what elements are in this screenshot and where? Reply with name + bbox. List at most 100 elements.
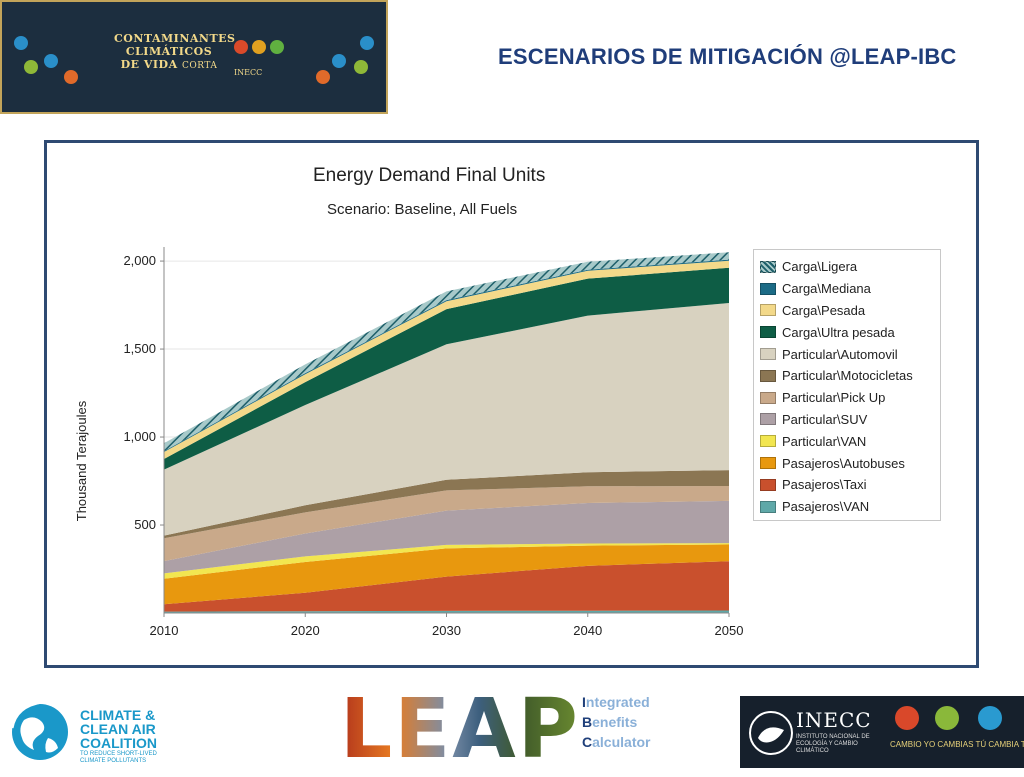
legend-item: Pasajeros\Taxi [760,474,940,496]
y-axis-label: Thousand Terajoules [74,400,89,522]
inecc-logo: INECC INSTITUTO NACIONAL DE ECOLOGÍA Y C… [740,696,1024,768]
legend-label: Particular\Motocicletas [782,368,913,384]
x-tick-label: 2020 [291,623,320,638]
legend-item: Carga\Ligera [760,256,940,278]
legend-item: Carga\Pesada [760,300,940,322]
legend-swatch [760,413,776,426]
y-tick-label: 1,000 [123,429,156,444]
area-series [164,302,729,536]
area-series [164,267,729,470]
legend-label: Pasajeros\VAN [782,499,870,515]
legend-swatch [760,282,776,295]
ccac-name-line: COALITION [80,735,157,751]
area-series [164,544,729,605]
legend-item: Particular\Pick Up [760,387,940,409]
banner-globe-icon [252,40,266,54]
legend-swatch [760,369,776,382]
banner-title-line: CLIMÁTICOS [125,45,213,58]
chart-title: Energy Demand Final Units [313,165,546,186]
banner-globe-icon [270,40,284,54]
globes-icon [895,706,1002,730]
ccac-logo: CLIMATE & CLEAN AIR COALITION TO REDUCE … [0,692,180,768]
legend-swatch [760,260,776,273]
x-tick-label: 2010 [150,623,179,638]
slide-title: ESCENARIOS DE MITIGACIÓN @LEAP-IBC [498,44,957,69]
legend-swatch [760,478,776,491]
x-tick-label: 2040 [573,623,602,638]
legend-swatch [760,457,776,470]
legend-swatch [760,391,776,404]
banner-badge-icon [24,60,38,74]
leap-wordmark: LEAP [340,682,580,777]
legend-swatch [760,348,776,361]
conference-banner: CONTAMINANTES CLIMÁTICOS DE VIDA CORTA I… [0,0,388,114]
legend-item: Particular\Automovil [760,343,940,365]
legend-label: Particular\VAN [782,433,867,449]
area-series [164,500,729,574]
chart-frame: 500 1,000 1,500 2,000 2010 2020 2030 2040 2050 E… [44,140,979,668]
legend-label: Carga\Ultra pesada [782,324,895,340]
area-series [164,485,729,562]
inecc-name: INECC [796,708,872,732]
ccac-name: CLIMATE & CLEAN AIR COALITION [80,708,157,750]
banner-inecc-label: INECC [234,68,263,77]
banner-title-line: DE VIDA [120,58,178,71]
y-tick-label: 500 [134,517,156,532]
legend-label: Particular\SUV [782,411,868,427]
banner-badge-icon [316,70,330,84]
legend-label: Particular\Automovil [782,346,898,362]
legend-label: Pasajeros\Autobuses [782,455,905,471]
area-series [164,610,729,613]
ccac-name-line: CLEAN AIR [80,721,156,737]
x-tick-label: 2050 [715,623,744,638]
chart-subtitle: Scenario: Baseline, All Fuels [327,201,518,218]
leap-ibc-logo: LEAP Integrated Benefits Calculator [340,682,680,777]
banner-title-line: CORTA [181,61,218,71]
legend-swatch [760,435,776,448]
legend-item: Carga\Ultra pesada [760,321,940,343]
legend-item: Particular\SUV [760,409,940,431]
legend-item: Carga\Mediana [760,278,940,300]
area-series [164,470,729,539]
legend-swatch [760,304,776,317]
inecc-emblem-icon [749,711,793,755]
banner-badge-icon [360,36,374,50]
inecc-slogan: CAMBIO YO CAMBIAS TÚ CAMBIA TODO [890,740,1024,749]
plot-area [164,247,729,613]
globe-icon [10,700,68,760]
legend-label: Carga\Ligera [782,259,858,275]
area-series [164,543,729,579]
x-tick-label: 2030 [432,623,461,638]
ibc-line-integrated: Integrated [582,694,650,710]
energy-demand-chart: 500 1,000 1,500 2,000 2010 2020 2030 2040 2050 [123,247,743,638]
ccac-name-line: CLIMATE & [80,707,156,723]
legend-item: Particular\Motocicletas [760,365,940,387]
legend-label: Carga\Mediana [782,281,871,297]
banner-badge-icon [332,54,346,68]
inecc-full-name: INSTITUTO NACIONAL DE ECOLOGÍA Y CAMBIO … [796,734,870,754]
banner-globe-icon [234,40,248,54]
legend-label: Carga\Pesada [782,302,866,318]
legend-swatch [760,326,776,339]
banner-badge-icon [354,60,368,74]
ibc-line-benefits: Benefits [582,714,638,730]
legend-label: Pasajeros\Taxi [782,477,867,493]
ibc-line-calculator: Calculator [582,734,651,750]
banner-title-line: CONTAMINANTES [114,32,236,45]
y-tick-label: 2,000 [123,253,156,268]
y-tick-label: 1,500 [123,341,156,356]
banner-badge-icon [64,70,78,84]
legend-swatch [760,500,776,513]
legend-item: Particular\VAN [760,430,940,452]
banner-badge-icon [44,54,58,68]
chart-legend: Carga\Ligera Carga\Mediana Carga\Pesada Car… [753,249,941,521]
axes: 500 1,000 1,500 2,000 2010 2020 2030 2040 2050 [123,247,743,638]
legend-label: Particular\Pick Up [782,390,886,406]
banner-badge-icon [14,36,28,50]
legend-item: Pasajeros\VAN [760,496,940,518]
banner-title: CONTAMINANTES CLIMÁTICOS DE VIDA CORTA [114,32,236,73]
ccac-tagline: TO REDUCE SHORT-LIVED CLIMATE POLLUTANTS [80,751,157,764]
area-series [164,252,729,452]
area-series [164,561,729,612]
legend-item: Pasajeros\Autobuses [760,452,940,474]
